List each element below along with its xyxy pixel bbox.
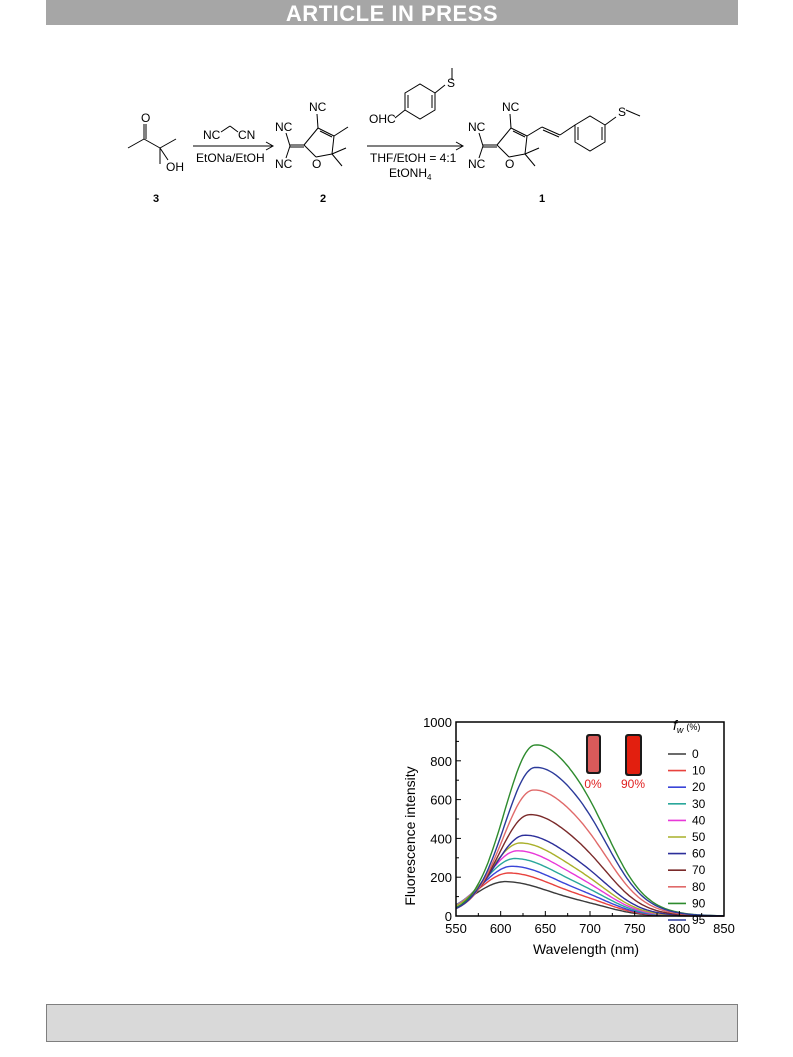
compound2-nc-left-top: NC bbox=[275, 120, 293, 134]
x-tick-label: 800 bbox=[668, 921, 690, 936]
y-tick-label: 800 bbox=[430, 754, 452, 769]
y-tick-label: 0 bbox=[445, 909, 452, 924]
inset-label-0: 0% bbox=[584, 777, 602, 791]
y-tick-label: 1000 bbox=[423, 715, 452, 730]
y-tick-label: 200 bbox=[430, 870, 452, 885]
compound2-oxygen: O bbox=[312, 157, 321, 171]
y-tick-label: 400 bbox=[430, 831, 452, 846]
legend-title: fw (%) bbox=[673, 717, 700, 735]
malononitrile-nc: NC bbox=[203, 128, 221, 142]
x-tick-label: 700 bbox=[579, 921, 601, 936]
inset-vial-90: 90% bbox=[621, 734, 645, 791]
compound1-label: 1 bbox=[539, 193, 545, 205]
legend-label-20: 20 bbox=[692, 780, 706, 794]
compound3-oxygen: O bbox=[141, 111, 150, 125]
malononitrile-cn: CN bbox=[238, 128, 255, 142]
reagent2-conditions-1: THF/EtOH = 4:1 bbox=[370, 151, 457, 165]
footer-bar bbox=[46, 1004, 738, 1042]
legend-label-60: 60 bbox=[692, 847, 706, 861]
legend: 0 10 20 30 40 50 60 70 80 90 95 bbox=[668, 747, 706, 927]
inset-vial-0: 0% bbox=[584, 734, 602, 791]
legend-label-40: 40 bbox=[692, 813, 706, 827]
x-tick-label: 850 bbox=[713, 921, 735, 936]
reaction-scheme: O OH 3 NC CN EtONa/EtOH NC NC NC O 2 OHC… bbox=[127, 68, 641, 205]
compound3-label: 3 bbox=[153, 193, 159, 205]
x-axis-label: Wavelength (nm) bbox=[533, 941, 639, 957]
x-tick-label: 600 bbox=[490, 921, 512, 936]
compound2-nc-top: NC bbox=[309, 100, 327, 114]
article-in-press-banner: ARTICLE IN PRESS bbox=[46, 0, 738, 26]
compound3-hydroxyl: OH bbox=[166, 160, 184, 174]
aldehyde-sulfur: S bbox=[447, 76, 455, 90]
reagent1-conditions: EtONa/EtOH bbox=[196, 151, 265, 165]
compound2-label: 2 bbox=[320, 193, 326, 205]
reagent2-conditions-2: EtONH4 bbox=[389, 166, 432, 182]
x-tick-label: 750 bbox=[624, 921, 646, 936]
compound1-nc-left-bottom: NC bbox=[468, 157, 486, 171]
legend-label-50: 50 bbox=[692, 830, 706, 844]
compound1-nc-left-top: NC bbox=[468, 120, 486, 134]
spectrum-line-20 bbox=[455, 865, 724, 917]
legend-label-90: 90 bbox=[692, 896, 706, 910]
legend-label-0: 0 bbox=[692, 747, 699, 761]
aldehyde-ohc: OHC bbox=[369, 112, 396, 126]
legend-label-70: 70 bbox=[692, 863, 706, 877]
compound1-nc-top: NC bbox=[502, 100, 520, 114]
banner-text: ARTICLE IN PRESS bbox=[285, 1, 499, 26]
legend-label-10: 10 bbox=[692, 764, 706, 778]
legend-label-80: 80 bbox=[692, 880, 706, 894]
inset-label-90: 90% bbox=[621, 777, 645, 791]
compound1-oxygen: O bbox=[505, 157, 514, 171]
x-tick-label: 550 bbox=[445, 921, 467, 936]
y-axis-label: Fluorescence intensity bbox=[402, 766, 418, 905]
y-tick-label: 600 bbox=[430, 793, 452, 808]
compound1-sulfur: S bbox=[618, 105, 626, 119]
x-tick-label: 650 bbox=[534, 921, 556, 936]
legend-label-30: 30 bbox=[692, 797, 706, 811]
compound2-nc-left-bottom: NC bbox=[275, 157, 293, 171]
legend-label-95: 95 bbox=[692, 913, 706, 927]
